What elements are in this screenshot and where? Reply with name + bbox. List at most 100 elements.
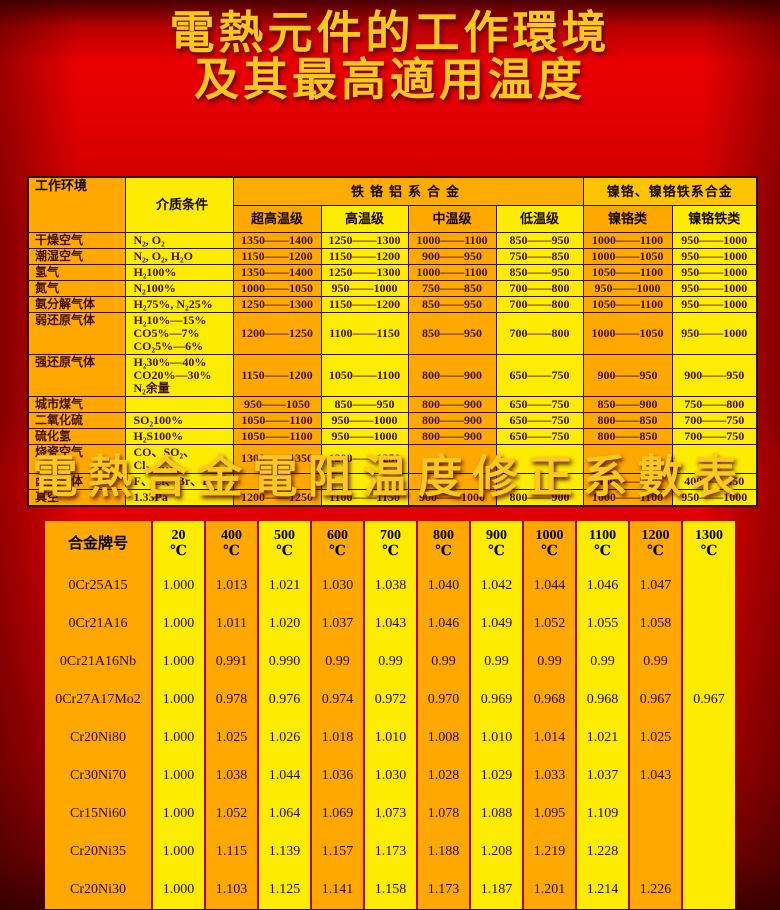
table-cell: 1.029 xyxy=(469,757,523,795)
table-cell: 1000——1050 xyxy=(232,279,322,297)
table-cell: 1200——1250 xyxy=(232,311,322,355)
table-cell: 1.103 xyxy=(204,871,258,909)
col-header-medium-conditions: 介质条件 xyxy=(124,176,234,233)
table-row: 真空 1.33Pa 1200——1250 1100——1150 900——1000 800… xyxy=(27,488,758,506)
table-cell: 1.078 xyxy=(416,795,470,833)
table-cell: 1.000 xyxy=(151,681,205,719)
table-cell: N₂, O₂, H₂O xyxy=(124,247,234,265)
table-cell xyxy=(681,567,735,605)
table-cell: 干燥空气 xyxy=(27,231,126,249)
table-cell: 1.188 xyxy=(416,833,470,871)
table-cell: 二氧化硫 xyxy=(27,411,126,429)
table-cell: 1.173 xyxy=(416,871,470,909)
table-cell: 900——950 xyxy=(582,353,673,397)
table-cell: 950——1000 xyxy=(671,231,758,249)
header-cell: 镍铬类 xyxy=(582,204,673,233)
table-cell: 1.000 xyxy=(151,643,205,681)
table-cell: 0.969 xyxy=(469,681,523,719)
table-cell: 1.025 xyxy=(204,719,258,757)
header-cell: 400 ℃ xyxy=(204,521,258,567)
table-cell: F、Cl、Br、I xyxy=(124,472,234,490)
table-cell: 750——800 xyxy=(671,395,758,413)
table-cell: Cr30Ni70 xyxy=(45,757,152,795)
table-cell: 1250——1300 xyxy=(232,295,322,313)
table-row: 0Cr27A17Mo2 1.000 0.978 0.976 0.974 0.972 0.97… xyxy=(45,681,735,719)
table-row: 氨分解气体 H₂75%, N₂25% 1250——1300 1150——1200 850… xyxy=(27,295,758,313)
table-cell: 1.000 xyxy=(151,605,205,643)
table-cell: 1.043 xyxy=(363,605,417,643)
table-cell: 1.037 xyxy=(310,605,364,643)
table-cell: 0.990 xyxy=(257,643,311,681)
environment-table-subheader: 超高温级 高温级 中温级 低温级 镍铬类 镍铬铁类 xyxy=(28,204,758,233)
table-cell: 1150——1200 xyxy=(320,295,409,313)
table-cell: 650——750 xyxy=(495,353,584,397)
table-cell: 950——1000 xyxy=(320,279,409,297)
table-cell: 氮气 xyxy=(27,279,126,297)
table-cell xyxy=(681,719,735,757)
table-cell: 1100——1150 xyxy=(320,311,409,355)
table-cell xyxy=(232,472,322,490)
table-cell: 850——950 xyxy=(495,263,584,281)
table-cell: 650——750 xyxy=(495,427,584,445)
table-cell: 1.000 xyxy=(151,719,205,757)
table-cell: 1.018 xyxy=(310,719,364,757)
main-title-line2: 及其最高適用温度 xyxy=(193,55,586,105)
table-cell: 650——750 xyxy=(495,411,584,429)
table-cell: 850——950 xyxy=(407,311,497,355)
table-cell: 潮湿空气 xyxy=(27,247,126,265)
table-cell: 850——950 xyxy=(407,295,497,313)
table-cell xyxy=(681,871,735,909)
main-title-line1: 電熱元件的工作環境 xyxy=(169,8,611,58)
table-cell: 1000——1100 xyxy=(582,488,673,506)
coefficient-table-title: 電熱合金電阻温度修正系數表 xyxy=(32,452,748,502)
table-row: Cr20Ni80 1.000 1.025 1.026 1.018 1.010 1.008 1.… xyxy=(45,719,735,757)
table-cell: 800——900 xyxy=(495,488,584,506)
table-cell: 800——900 xyxy=(407,353,497,397)
table-cell: 950——1000 xyxy=(671,247,758,265)
table-cell: 1.228 xyxy=(575,833,629,871)
table-row: 卤族气体 F、Cl、Br、I 450——500 400——450 xyxy=(27,472,758,490)
table-cell: 750——850 xyxy=(495,247,584,265)
table-cell: 0.99 xyxy=(310,643,364,681)
coefficient-table-header: 合金牌号 20 ℃ 400 ℃ 500 ℃ 600 ℃ 700 ℃ 800 ℃ 900 ℃ 10… xyxy=(45,521,735,567)
table-cell: 1200——1250 xyxy=(232,488,322,506)
table-cell: 1.201 xyxy=(522,871,576,909)
table-row: 干燥空气 N₂, O₂ 1350——1400 1250——1300 1000——1100… xyxy=(27,231,758,249)
table-cell: 450——500 xyxy=(582,472,673,490)
table-cell: Cr20Ni80 xyxy=(45,719,152,757)
table-cell: 1.214 xyxy=(575,871,629,909)
table-cell: 950——1000 xyxy=(671,263,758,281)
table-cell: 1.021 xyxy=(257,567,311,605)
table-cell: 1.073 xyxy=(363,795,417,833)
table-cell: 1.055 xyxy=(575,605,629,643)
table-cell: 1.139 xyxy=(257,833,311,871)
table-cell: 1.010 xyxy=(469,719,523,757)
table-cell: 0.99 xyxy=(469,643,523,681)
table-cell: 1.33Pa xyxy=(124,488,234,506)
table-cell: 1.046 xyxy=(416,605,470,643)
table-cell: 1.109 xyxy=(575,795,629,833)
table-cell: 1.115 xyxy=(204,833,258,871)
header-cell: 中温级 xyxy=(407,204,497,233)
header-cell: 镍铬铁类 xyxy=(671,204,758,233)
table-row: 二氧化硫 SO₂100% 1050——1100 950——1000 800——900 65… xyxy=(27,411,758,429)
header-cell: 20 ℃ xyxy=(151,521,205,567)
header-cell: 合金牌号 xyxy=(45,521,152,567)
table-cell: 1.008 xyxy=(416,719,470,757)
table-cell: 1350——1400 xyxy=(232,231,322,249)
table-cell: 1.013 xyxy=(204,567,258,605)
table-cell: 0Cr27A17Mo2 xyxy=(45,681,152,719)
table-cell: 1.069 xyxy=(310,795,364,833)
table-cell: 950——1000 xyxy=(671,311,758,355)
table-cell: H₂100% xyxy=(124,263,234,281)
col-header-work-environment: 工作环境 xyxy=(27,176,126,233)
table-cell: 1.173 xyxy=(363,833,417,871)
table-cell: 1000——1050 xyxy=(582,247,673,265)
table-cell: 1250——1300 xyxy=(320,263,409,281)
table-cell: 750——850 xyxy=(407,279,497,297)
table-cell: 1000——1100 xyxy=(407,263,497,281)
table-cell: H₂30%—40% CO20%—30% N₂余量 xyxy=(124,353,234,397)
table-cell: 950——1000 xyxy=(671,279,758,297)
table-cell: 1.037 xyxy=(575,757,629,795)
